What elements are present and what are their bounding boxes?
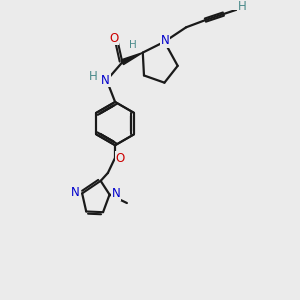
- Text: N: N: [160, 34, 169, 47]
- Text: N: N: [101, 74, 110, 87]
- Polygon shape: [121, 52, 143, 64]
- Text: H: H: [89, 70, 98, 83]
- Text: O: O: [109, 32, 119, 45]
- Text: N: N: [71, 186, 80, 199]
- Text: O: O: [116, 152, 125, 165]
- Text: H: H: [238, 0, 247, 13]
- Text: N: N: [112, 187, 121, 200]
- Text: H: H: [129, 40, 136, 50]
